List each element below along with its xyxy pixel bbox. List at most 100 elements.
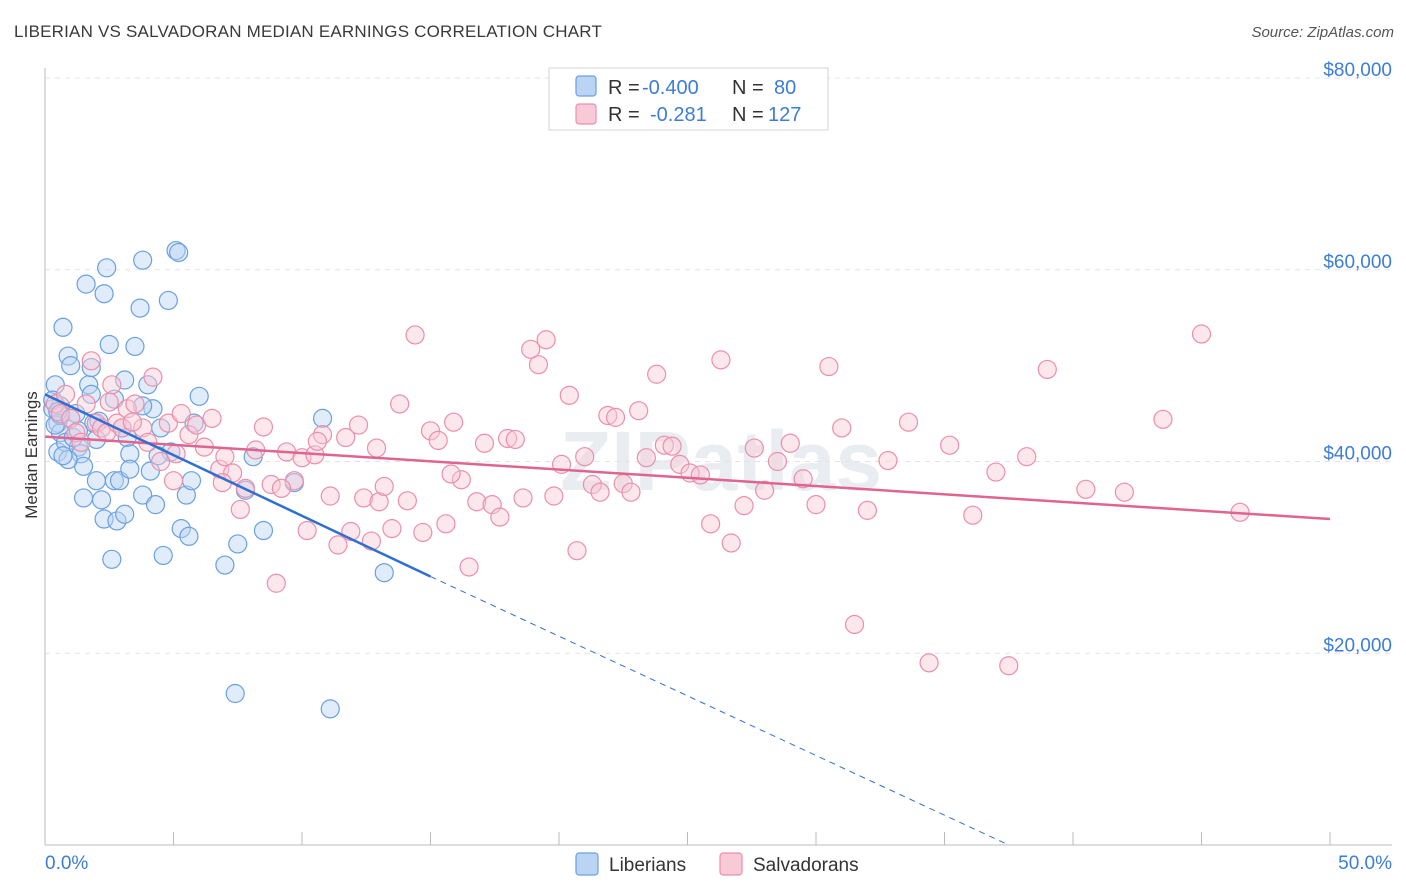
data-point-salvadoran xyxy=(505,429,525,450)
data-point-salvadoran xyxy=(171,403,191,424)
data-point-liberian xyxy=(53,317,73,337)
data-point-liberian xyxy=(61,356,81,376)
data-point-salvadoran xyxy=(621,482,641,502)
legend-swatch-salvadorans xyxy=(575,103,597,125)
data-point-liberian xyxy=(158,290,178,311)
data-point-liberian xyxy=(228,534,248,554)
data-point-liberian xyxy=(140,461,160,481)
data-point-liberian xyxy=(179,526,199,546)
x-tick-label-min: 0.0% xyxy=(45,853,88,874)
data-point-salvadoran xyxy=(441,464,461,484)
data-point-salvadoran xyxy=(230,499,250,520)
data-point-salvadoran xyxy=(521,339,541,359)
data-point-salvadoran xyxy=(1076,479,1096,499)
y-tick-label: $20,000 xyxy=(1323,635,1392,656)
data-point-salvadoran xyxy=(793,469,813,489)
legend-swatch-liberians xyxy=(575,75,597,97)
trend-line-liberians-extension xyxy=(430,576,1009,846)
data-point-salvadoran xyxy=(498,428,518,449)
legend: R = -0.400 N = 80 R = -0.281 N = 127 xyxy=(548,67,829,131)
y-tick-labels: $20,000 $40,000 $60,000 $80,000 xyxy=(1323,60,1392,656)
data-point-liberian xyxy=(91,490,112,510)
bottom-legend-liberians: Liberians xyxy=(609,855,686,876)
data-point-salvadoran xyxy=(61,408,81,428)
bottom-legend-swatch-liberians xyxy=(575,852,599,876)
data-point-salvadoran xyxy=(647,364,667,384)
legend-r-label: R = xyxy=(608,104,640,126)
data-point-salvadoran xyxy=(963,505,983,525)
data-point-liberian xyxy=(115,504,135,524)
data-point-liberian xyxy=(115,370,135,390)
data-point-salvadoran xyxy=(544,486,564,506)
legend-n-label: N = xyxy=(732,104,764,126)
trend-line-liberians xyxy=(44,393,432,578)
data-point-salvadoran xyxy=(451,470,471,490)
series-liberians xyxy=(43,240,394,719)
data-point-salvadoran xyxy=(374,476,394,497)
data-point-salvadoran xyxy=(999,656,1019,676)
data-point-liberian xyxy=(104,389,124,409)
data-point-salvadoran xyxy=(919,653,939,673)
data-point-liberian xyxy=(225,683,245,704)
source-label: Source: ZipAtlas.com xyxy=(1251,24,1394,41)
data-point-salvadoran xyxy=(151,451,171,472)
data-point-salvadoran xyxy=(143,367,163,387)
data-point-salvadoran xyxy=(215,447,235,467)
data-point-salvadoran xyxy=(336,427,356,448)
data-point-liberian xyxy=(215,555,235,575)
data-point-salvadoran xyxy=(413,522,433,543)
data-point-salvadoran xyxy=(986,462,1006,482)
y-tick-label: $40,000 xyxy=(1323,444,1392,465)
trend-line-salvadorans xyxy=(44,435,1331,521)
data-point-salvadoran xyxy=(536,330,556,350)
y-tick-label: $80,000 xyxy=(1323,60,1392,81)
legend-r-value: -0.281 xyxy=(650,104,707,126)
data-point-salvadoran xyxy=(654,435,674,455)
data-point-liberian xyxy=(130,298,150,318)
data-point-liberian xyxy=(48,442,68,462)
data-point-salvadoran xyxy=(436,514,456,534)
legend-r-value: -0.400 xyxy=(642,77,699,99)
data-point-salvadoran xyxy=(559,385,579,405)
data-point-salvadoran xyxy=(567,541,587,561)
data-point-liberian xyxy=(107,511,127,531)
data-point-liberian xyxy=(94,284,114,304)
bottom-legend: Liberians Salvadorans xyxy=(575,852,859,876)
legend-n-value: 127 xyxy=(768,104,801,126)
data-point-salvadoran xyxy=(844,614,865,635)
data-point-salvadoran xyxy=(767,451,788,472)
data-point-liberian xyxy=(133,485,153,505)
y-tick-label: $60,000 xyxy=(1323,252,1392,273)
data-point-salvadoran xyxy=(50,403,71,424)
data-point-salvadoran xyxy=(179,425,199,445)
data-point-liberian xyxy=(81,357,101,378)
data-point-salvadoran xyxy=(420,421,441,441)
data-point-liberian xyxy=(97,258,117,278)
data-point-salvadoran xyxy=(369,492,389,512)
data-point-liberian xyxy=(169,242,189,263)
data-point-salvadoran xyxy=(158,413,178,433)
x-ticks xyxy=(44,832,1331,845)
data-point-liberian xyxy=(53,446,73,466)
data-point-salvadoran xyxy=(102,375,122,395)
data-point-liberian xyxy=(120,444,140,464)
data-point-salvadoran xyxy=(99,392,119,412)
data-point-liberian xyxy=(104,471,124,491)
data-point-salvadoran xyxy=(133,418,153,438)
data-point-salvadoran xyxy=(662,436,682,456)
data-point-salvadoran xyxy=(474,433,495,453)
data-point-salvadoran xyxy=(71,432,91,452)
data-point-salvadoran xyxy=(266,573,286,593)
data-point-salvadoran xyxy=(202,408,222,428)
bottom-legend-swatch-salvadorans xyxy=(719,852,743,876)
data-point-salvadoran xyxy=(734,496,754,516)
data-point-liberian xyxy=(133,396,153,416)
y-axis-label: Median Earnings xyxy=(22,391,41,519)
data-point-salvadoran xyxy=(307,431,328,451)
data-point-salvadoran xyxy=(898,412,919,432)
data-point-salvadoran xyxy=(271,478,292,498)
data-point-salvadoran xyxy=(701,514,721,534)
data-point-liberian xyxy=(253,520,274,541)
data-point-liberian xyxy=(86,471,107,491)
